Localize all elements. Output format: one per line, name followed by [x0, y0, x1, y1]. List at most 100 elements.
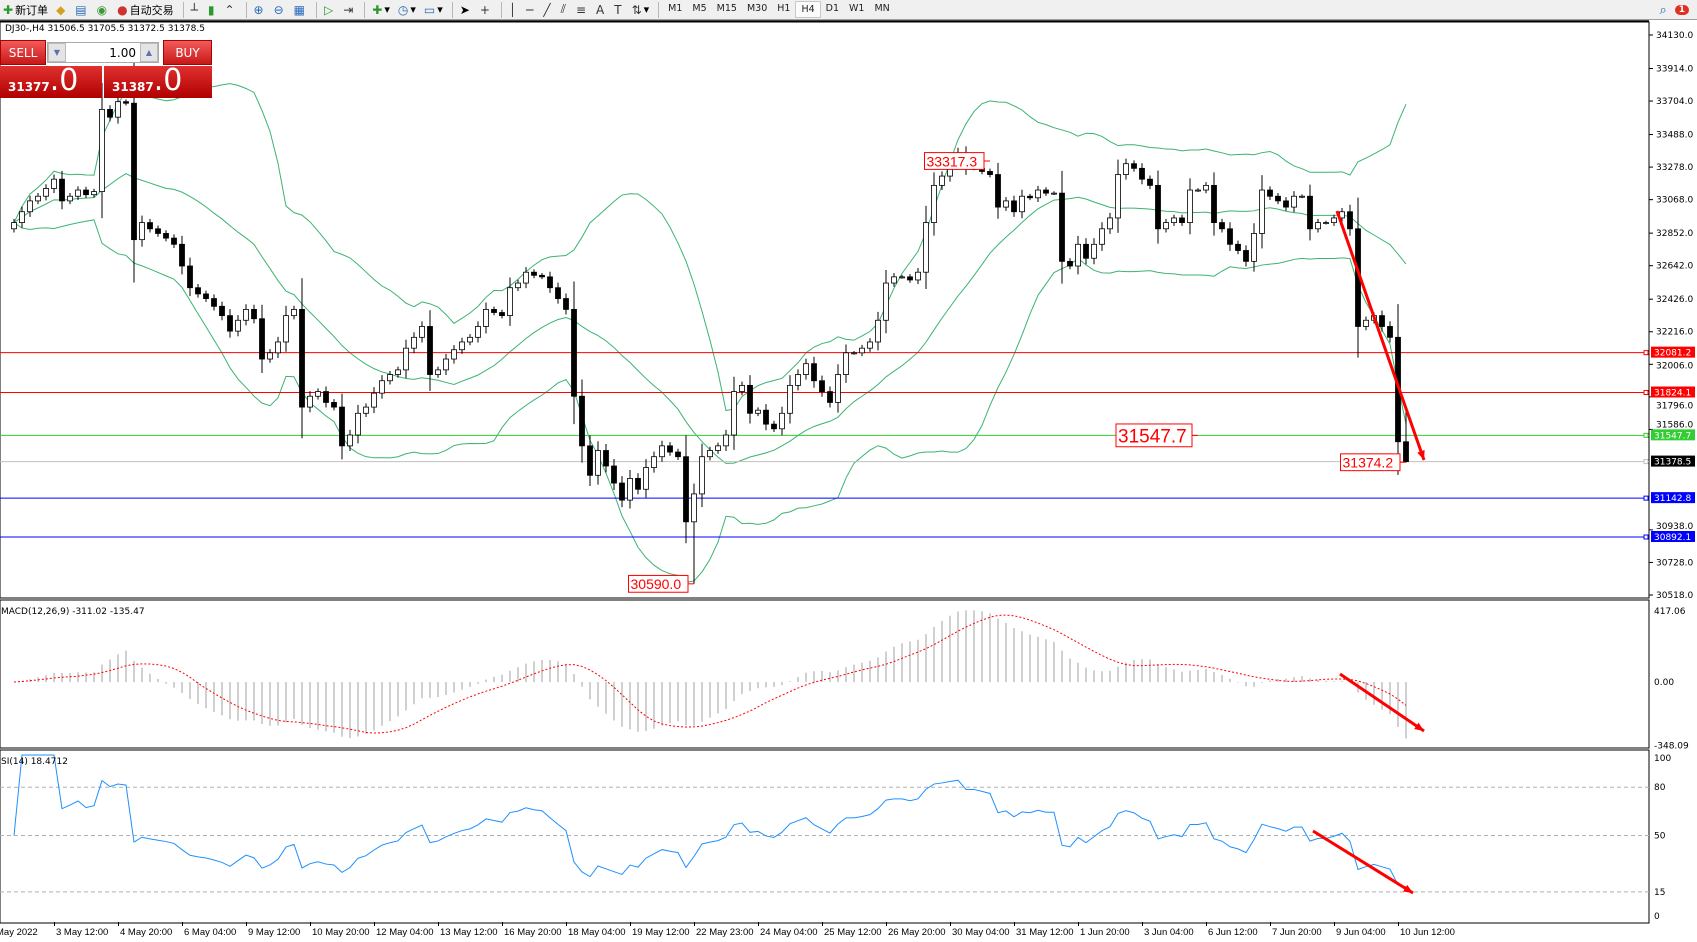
timeframe-m5[interactable]: M5 — [692, 3, 707, 14]
time-label: 13 May 12:00 — [440, 927, 498, 938]
line-chart-button[interactable]: ⌃ — [221, 1, 239, 19]
lot-input[interactable] — [66, 45, 140, 60]
price-tag — [1651, 455, 1695, 467]
clock-icon: ◷ — [397, 2, 409, 17]
timeframe-h4[interactable]: H4 — [795, 1, 821, 18]
timeframe-w1[interactable]: W1 — [849, 3, 865, 14]
candle — [603, 443, 609, 473]
text-tool[interactable]: A — [593, 1, 609, 19]
candle-body — [747, 384, 753, 414]
buy-button[interactable]: BUY — [163, 40, 212, 65]
zoom-out-button[interactable]: ⊖ — [271, 1, 289, 19]
time-tick — [822, 922, 823, 926]
candle — [715, 442, 721, 454]
candle-body — [267, 352, 273, 360]
candle-body — [1291, 195, 1297, 208]
candle — [291, 305, 297, 320]
cursor-tool[interactable]: ➤ — [457, 1, 475, 19]
candle — [539, 272, 545, 280]
lot-increase-button[interactable]: ▲ — [140, 43, 158, 62]
chart-shift-button[interactable]: ⇥ — [340, 1, 358, 19]
buy-price[interactable]: 31387.0 — [104, 66, 212, 98]
candle-body — [987, 171, 993, 175]
candle-body — [43, 188, 49, 197]
horizontal-line-tool[interactable]: ─ — [523, 1, 538, 19]
fibonacci-tool[interactable]: ≡ — [573, 1, 591, 19]
candle-body — [459, 341, 465, 351]
notification-badge[interactable]: 1 — [1674, 5, 1689, 15]
grid-icon: ▦ — [293, 2, 305, 17]
candle — [339, 393, 345, 460]
vertical-line-tool[interactable]: │ — [506, 1, 521, 19]
search-icon[interactable]: ⌕ — [1659, 2, 1667, 18]
candle-body — [587, 445, 593, 476]
crosshair-tool[interactable]: + — [477, 1, 495, 19]
candle — [411, 332, 417, 354]
auto-scroll-button[interactable]: ▷ — [321, 1, 338, 19]
candle — [1011, 195, 1017, 217]
candle — [787, 375, 793, 424]
candle-body — [1059, 192, 1065, 262]
channel-tool[interactable]: ⫽ — [558, 1, 571, 19]
indicators-button[interactable]: ✚ ▾ — [372, 2, 390, 17]
timeframe-mn[interactable]: MN — [874, 3, 890, 14]
tile-windows-button[interactable]: ▦ — [291, 1, 310, 19]
candle-body — [643, 467, 649, 490]
candle-body — [195, 287, 201, 295]
candle-body — [1315, 222, 1321, 230]
auto-scroll-icon: ▷ — [323, 2, 334, 17]
candle — [1195, 188, 1201, 192]
lot-decrease-button[interactable]: ▼ — [48, 43, 66, 62]
candle — [1235, 240, 1241, 255]
candle-body — [499, 312, 505, 317]
candle — [611, 459, 617, 491]
rsi-label: SI(14) 18.4712 — [1, 757, 68, 767]
price-tick-label: 30938.0 — [1656, 522, 1693, 532]
periods-button[interactable]: ◷ ▾ — [397, 2, 416, 17]
candle-body — [691, 493, 697, 523]
candle — [1219, 218, 1225, 233]
macd-label: MACD(12,26,9) -311.02 -135.47 — [1, 607, 145, 617]
trendline-tool[interactable]: ╱ — [540, 1, 555, 19]
sell-button[interactable]: SELL — [0, 40, 46, 65]
macd-tick-label: 0.00 — [1654, 678, 1674, 688]
candle — [1019, 189, 1025, 219]
candlestick-button[interactable]: ▮ — [205, 1, 220, 19]
timeframe-m1[interactable]: M1 — [668, 3, 683, 14]
candle — [443, 353, 449, 375]
price-tag-label: 31547.7 — [1654, 431, 1691, 441]
candle — [27, 195, 33, 217]
candle-body — [315, 391, 321, 397]
candle — [995, 162, 1001, 219]
arrows-tool[interactable]: ⇅ ▾ — [631, 2, 650, 17]
candle — [699, 443, 705, 507]
timeframe-m30[interactable]: M30 — [746, 3, 768, 14]
timeframe-h1[interactable]: H1 — [777, 3, 791, 14]
candle-body — [515, 282, 521, 289]
label-tool[interactable]: T — [611, 1, 626, 19]
candle — [1131, 160, 1137, 172]
candle-body — [19, 211, 25, 223]
history-button[interactable]: ▤ — [72, 1, 91, 19]
candle — [915, 268, 921, 285]
candle-body — [275, 341, 281, 354]
candle-body — [1131, 163, 1137, 169]
chart-canvas[interactable]: 33317.3 31547.7 31374.2 30590.0 34130.0 33914… — [0, 20, 1697, 925]
metaeditor-button[interactable]: ◆ — [53, 1, 70, 19]
candle — [251, 304, 257, 324]
candle — [379, 375, 385, 399]
sell-price[interactable]: 31377.0 — [0, 66, 102, 98]
templates-button[interactable]: ▭ ▾ — [423, 2, 443, 17]
candle — [1331, 214, 1337, 226]
bar-chart-button[interactable]: ┴ — [188, 1, 203, 19]
timeframe-d1[interactable]: D1 — [825, 3, 840, 14]
zoom-in-button[interactable]: ⊕ — [251, 1, 269, 19]
signals-button[interactable]: ◉ — [94, 1, 112, 19]
candle — [235, 315, 241, 337]
new-order-button[interactable]: ✚ 新订单 — [3, 2, 49, 17]
price-label: 33317.3 — [927, 153, 978, 169]
time-label: 6 May 04:00 — [184, 927, 237, 938]
auto-trading-button[interactable]: ● 自动交易 — [117, 2, 174, 17]
timeframe-m15[interactable]: M15 — [716, 3, 737, 14]
candle-body — [683, 456, 689, 523]
